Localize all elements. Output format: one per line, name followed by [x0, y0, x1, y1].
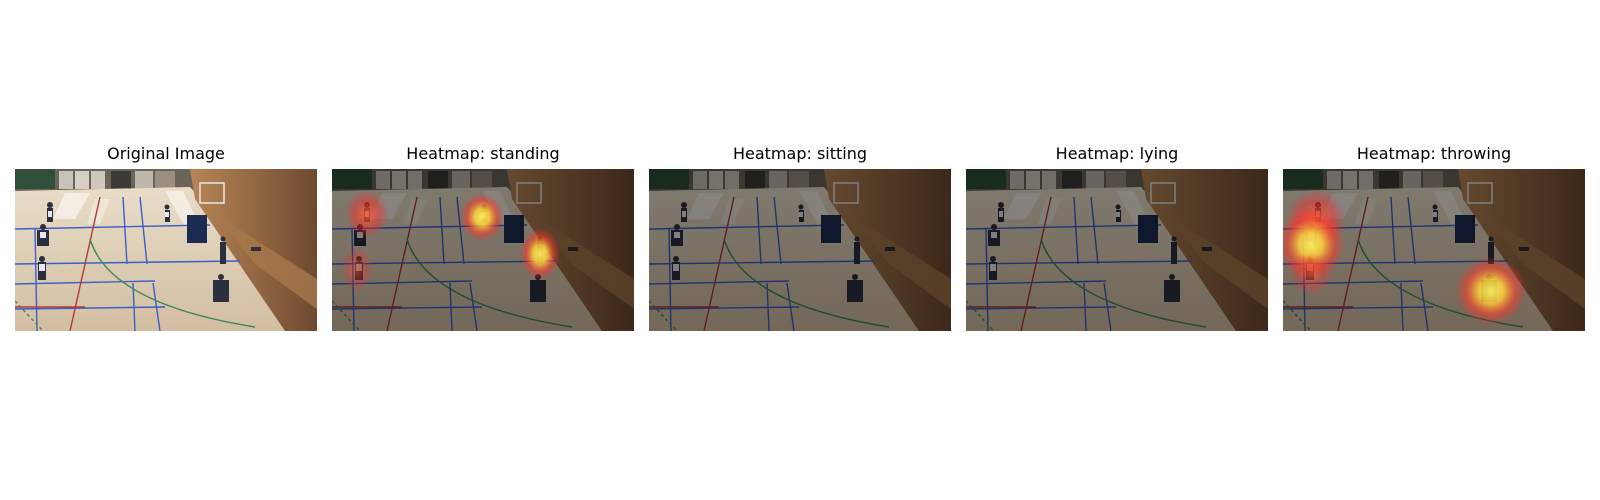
heat-blob — [345, 190, 389, 238]
heat-blob — [1455, 257, 1527, 325]
heatmap-sitting-image — [649, 169, 951, 331]
heatmap-throwing-image — [1283, 169, 1585, 331]
panel-title: Heatmap: lying — [1055, 144, 1179, 163]
panel-heatmap-sitting: Heatmap: sitting — [649, 143, 951, 331]
panel-title: Heatmap: sitting — [732, 144, 868, 163]
panel-heatmap-standing: Heatmap: standing — [332, 143, 634, 331]
panel-title: Heatmap: throwing — [1356, 144, 1512, 163]
panel-original: Original Image — [15, 143, 317, 331]
heat-blob — [460, 193, 504, 241]
panel-title: Original Image — [107, 144, 225, 163]
heat-blob — [1289, 252, 1333, 296]
panel-heatmap-throwing: Heatmap: throwing — [1283, 143, 1585, 331]
panel-heatmap-lying: Heatmap: lying — [966, 143, 1268, 331]
heat-blob — [520, 228, 560, 280]
heatmap-standing-image — [332, 169, 634, 331]
heat-blob — [341, 245, 373, 293]
panel-title: Heatmap: standing — [406, 144, 560, 163]
original-image — [15, 169, 317, 331]
heatmap-lying-image — [966, 169, 1268, 331]
